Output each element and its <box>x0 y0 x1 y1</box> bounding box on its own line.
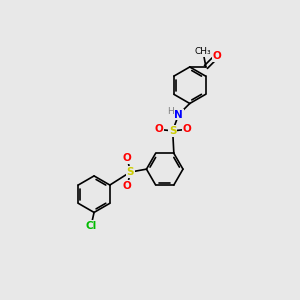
Text: S: S <box>169 126 176 136</box>
Text: O: O <box>123 181 132 191</box>
Text: N: N <box>174 110 183 120</box>
Text: S: S <box>127 167 134 177</box>
Text: O: O <box>123 153 132 163</box>
Text: H: H <box>167 107 174 116</box>
Text: CH₃: CH₃ <box>195 47 211 56</box>
Text: O: O <box>213 51 221 61</box>
Text: Cl: Cl <box>85 221 97 231</box>
Text: O: O <box>154 124 163 134</box>
Text: O: O <box>182 124 191 134</box>
